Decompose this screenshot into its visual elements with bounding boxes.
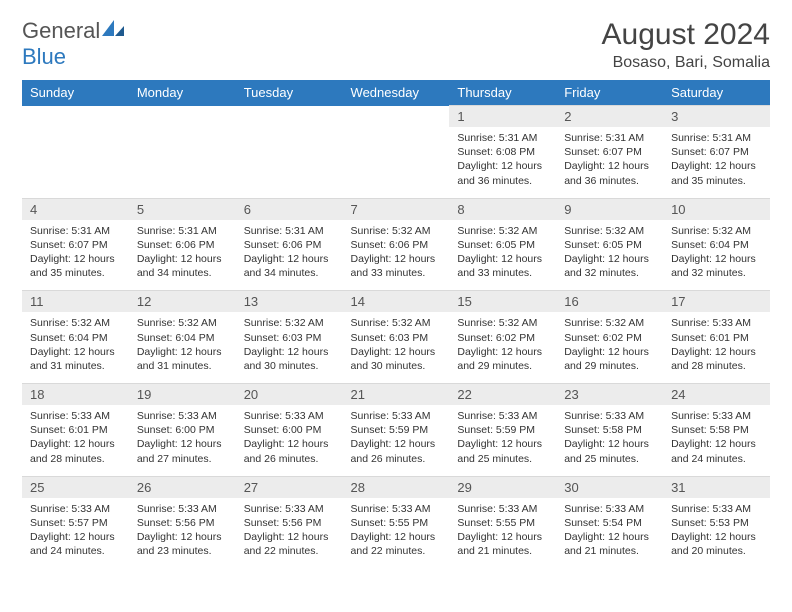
day-detail-row: Sunrise: 5:33 AMSunset: 5:57 PMDaylight:… — [22, 498, 770, 569]
calendar-body: 123Sunrise: 5:31 AMSunset: 6:08 PMDaylig… — [22, 106, 770, 569]
weekday-header-row: SundayMondayTuesdayWednesdayThursdayFrid… — [22, 80, 770, 106]
day-number-cell: 27 — [236, 476, 343, 498]
day-detail-cell: Sunrise: 5:33 AMSunset: 6:00 PMDaylight:… — [236, 405, 343, 476]
day-detail-row: Sunrise: 5:32 AMSunset: 6:04 PMDaylight:… — [22, 312, 770, 383]
location-text: Bosaso, Bari, Somalia — [602, 54, 770, 72]
day-detail-cell: Sunrise: 5:33 AMSunset: 5:56 PMDaylight:… — [129, 498, 236, 569]
day-number-cell: 26 — [129, 476, 236, 498]
day-number-cell: 12 — [129, 291, 236, 313]
weekday-header: Wednesday — [343, 80, 450, 106]
day-number-cell: 5 — [129, 198, 236, 220]
day-number-cell: 8 — [449, 198, 556, 220]
day-number-cell — [236, 106, 343, 128]
day-detail-cell: Sunrise: 5:32 AMSunset: 6:06 PMDaylight:… — [343, 220, 450, 291]
day-detail-cell: Sunrise: 5:33 AMSunset: 5:54 PMDaylight:… — [556, 498, 663, 569]
day-number-row: 45678910 — [22, 198, 770, 220]
day-number-cell: 30 — [556, 476, 663, 498]
brand-blue: Blue — [22, 44, 66, 69]
day-detail-cell: Sunrise: 5:33 AMSunset: 6:01 PMDaylight:… — [22, 405, 129, 476]
day-number-cell: 1 — [449, 106, 556, 128]
weekday-header: Thursday — [449, 80, 556, 106]
brand-logo: General Blue — [22, 18, 126, 70]
day-detail-cell: Sunrise: 5:33 AMSunset: 5:59 PMDaylight:… — [343, 405, 450, 476]
day-number-cell: 9 — [556, 198, 663, 220]
day-detail-cell: Sunrise: 5:32 AMSunset: 6:02 PMDaylight:… — [449, 312, 556, 383]
month-title: August 2024 — [602, 18, 770, 52]
day-detail-cell: Sunrise: 5:32 AMSunset: 6:05 PMDaylight:… — [449, 220, 556, 291]
day-number-cell: 29 — [449, 476, 556, 498]
day-number-cell — [129, 106, 236, 128]
day-number-cell: 13 — [236, 291, 343, 313]
day-number-cell: 17 — [663, 291, 770, 313]
weekday-header: Friday — [556, 80, 663, 106]
day-detail-cell: Sunrise: 5:31 AMSunset: 6:06 PMDaylight:… — [236, 220, 343, 291]
day-number-cell: 2 — [556, 106, 663, 128]
day-detail-cell: Sunrise: 5:32 AMSunset: 6:03 PMDaylight:… — [236, 312, 343, 383]
day-number-cell: 10 — [663, 198, 770, 220]
day-number-cell: 28 — [343, 476, 450, 498]
weekday-header: Saturday — [663, 80, 770, 106]
weekday-header: Tuesday — [236, 80, 343, 106]
day-detail-cell: Sunrise: 5:33 AMSunset: 6:00 PMDaylight:… — [129, 405, 236, 476]
page-header: General Blue August 2024 Bosaso, Bari, S… — [22, 18, 770, 72]
day-number-row: 18192021222324 — [22, 384, 770, 406]
day-number-cell: 16 — [556, 291, 663, 313]
day-number-cell: 21 — [343, 384, 450, 406]
brand-general: General — [22, 18, 100, 43]
day-detail-cell: Sunrise: 5:33 AMSunset: 5:57 PMDaylight:… — [22, 498, 129, 569]
day-number-cell: 22 — [449, 384, 556, 406]
day-detail-cell: Sunrise: 5:33 AMSunset: 5:58 PMDaylight:… — [663, 405, 770, 476]
day-detail-cell: Sunrise: 5:32 AMSunset: 6:03 PMDaylight:… — [343, 312, 450, 383]
day-detail-row: Sunrise: 5:31 AMSunset: 6:07 PMDaylight:… — [22, 220, 770, 291]
day-detail-cell: Sunrise: 5:31 AMSunset: 6:07 PMDaylight:… — [556, 127, 663, 198]
day-detail-cell: Sunrise: 5:31 AMSunset: 6:07 PMDaylight:… — [663, 127, 770, 198]
day-detail-cell — [236, 127, 343, 198]
day-number-cell: 3 — [663, 106, 770, 128]
title-block: August 2024 Bosaso, Bari, Somalia — [602, 18, 770, 72]
day-number-cell: 18 — [22, 384, 129, 406]
day-detail-cell: Sunrise: 5:32 AMSunset: 6:04 PMDaylight:… — [663, 220, 770, 291]
day-detail-row: Sunrise: 5:31 AMSunset: 6:08 PMDaylight:… — [22, 127, 770, 198]
day-detail-cell: Sunrise: 5:33 AMSunset: 5:59 PMDaylight:… — [449, 405, 556, 476]
day-number-cell: 20 — [236, 384, 343, 406]
day-detail-cell: Sunrise: 5:32 AMSunset: 6:04 PMDaylight:… — [22, 312, 129, 383]
day-detail-cell: Sunrise: 5:33 AMSunset: 5:53 PMDaylight:… — [663, 498, 770, 569]
day-number-cell: 19 — [129, 384, 236, 406]
day-detail-cell: Sunrise: 5:33 AMSunset: 5:56 PMDaylight:… — [236, 498, 343, 569]
day-detail-cell: Sunrise: 5:31 AMSunset: 6:06 PMDaylight:… — [129, 220, 236, 291]
day-detail-cell — [343, 127, 450, 198]
day-detail-cell: Sunrise: 5:31 AMSunset: 6:08 PMDaylight:… — [449, 127, 556, 198]
day-number-cell: 11 — [22, 291, 129, 313]
day-detail-cell: Sunrise: 5:33 AMSunset: 5:55 PMDaylight:… — [449, 498, 556, 569]
day-number-row: 25262728293031 — [22, 476, 770, 498]
day-number-cell: 14 — [343, 291, 450, 313]
day-detail-cell: Sunrise: 5:33 AMSunset: 5:58 PMDaylight:… — [556, 405, 663, 476]
day-detail-cell: Sunrise: 5:31 AMSunset: 6:07 PMDaylight:… — [22, 220, 129, 291]
day-number-row: 11121314151617 — [22, 291, 770, 313]
day-detail-cell: Sunrise: 5:33 AMSunset: 5:55 PMDaylight:… — [343, 498, 450, 569]
day-number-cell — [343, 106, 450, 128]
day-number-cell: 31 — [663, 476, 770, 498]
day-detail-cell: Sunrise: 5:32 AMSunset: 6:04 PMDaylight:… — [129, 312, 236, 383]
day-number-cell: 6 — [236, 198, 343, 220]
day-detail-cell — [22, 127, 129, 198]
day-detail-row: Sunrise: 5:33 AMSunset: 6:01 PMDaylight:… — [22, 405, 770, 476]
weekday-header: Monday — [129, 80, 236, 106]
calendar-table: SundayMondayTuesdayWednesdayThursdayFrid… — [22, 80, 770, 568]
day-number-cell: 4 — [22, 198, 129, 220]
day-number-cell: 15 — [449, 291, 556, 313]
brand-text: General Blue — [22, 18, 126, 70]
day-detail-cell: Sunrise: 5:33 AMSunset: 6:01 PMDaylight:… — [663, 312, 770, 383]
day-detail-cell — [129, 127, 236, 198]
day-number-cell — [22, 106, 129, 128]
day-detail-cell: Sunrise: 5:32 AMSunset: 6:02 PMDaylight:… — [556, 312, 663, 383]
weekday-header: Sunday — [22, 80, 129, 106]
day-number-cell: 24 — [663, 384, 770, 406]
day-number-cell: 23 — [556, 384, 663, 406]
sail-icon — [100, 18, 126, 44]
day-number-row: 123 — [22, 106, 770, 128]
day-detail-cell: Sunrise: 5:32 AMSunset: 6:05 PMDaylight:… — [556, 220, 663, 291]
day-number-cell: 25 — [22, 476, 129, 498]
day-number-cell: 7 — [343, 198, 450, 220]
